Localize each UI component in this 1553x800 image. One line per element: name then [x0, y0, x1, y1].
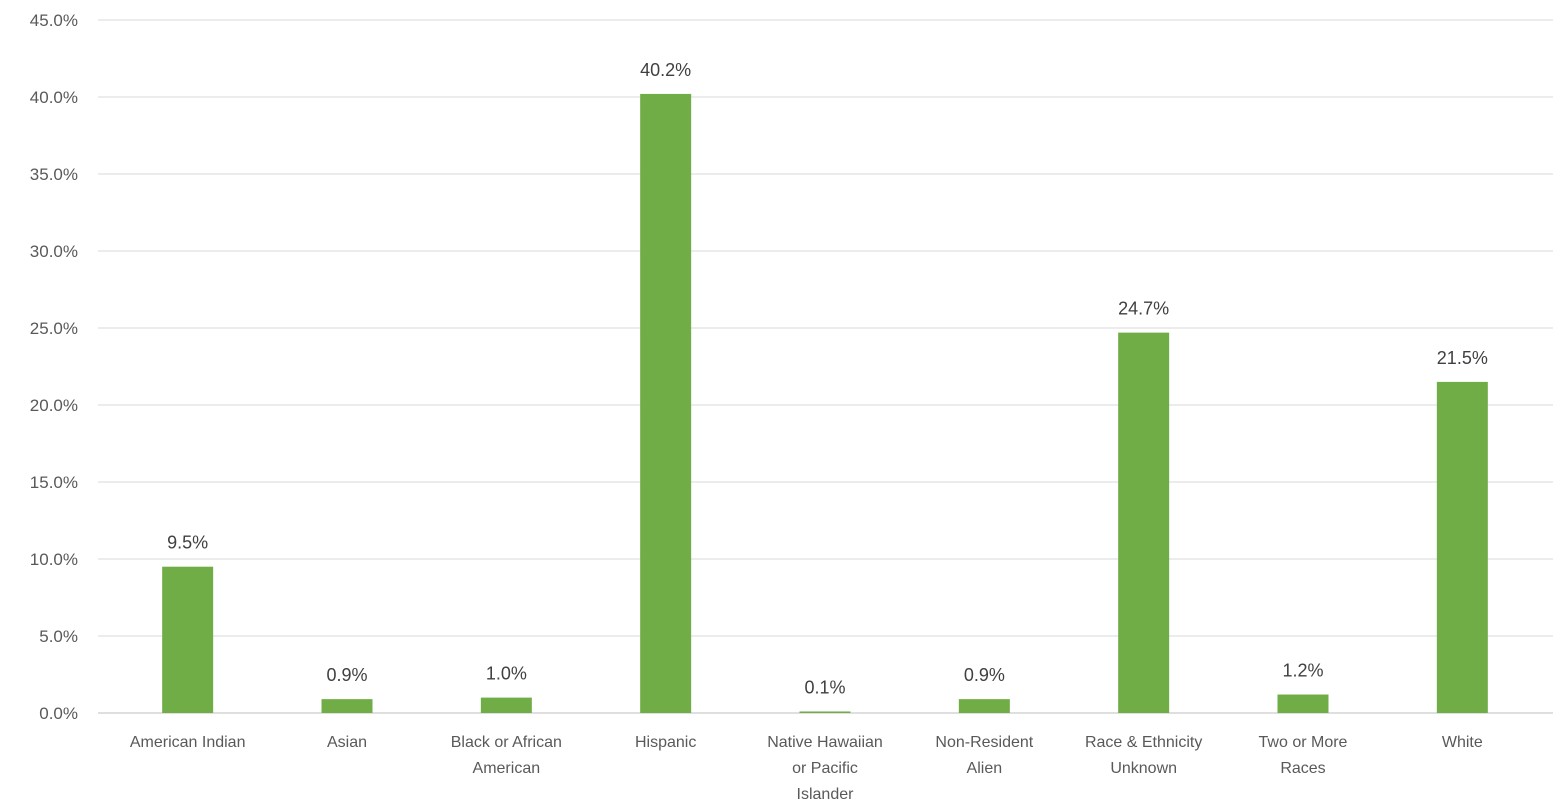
bar — [321, 699, 373, 713]
data-label: 1.2% — [1282, 661, 1323, 681]
bar — [480, 697, 532, 713]
x-tick-label: Non-Resident Alien — [935, 734, 1033, 777]
y-tick-label: 20.0% — [30, 396, 78, 415]
x-tick-label-line: or Pacific — [792, 760, 858, 777]
y-tick-label: 40.0% — [30, 88, 78, 107]
x-tick-label-line: Asian — [327, 734, 367, 751]
y-tick-label: 5.0% — [39, 627, 78, 646]
y-tick-label: 35.0% — [30, 165, 78, 184]
y-tick-label: 25.0% — [30, 319, 78, 338]
bar — [162, 566, 214, 713]
x-tick-label: Two or More Races — [1259, 734, 1348, 777]
data-label: 0.9% — [964, 665, 1005, 685]
x-tick-label-line: American Indian — [130, 734, 246, 751]
y-tick-label: 15.0% — [30, 473, 78, 492]
x-tick-label: Black or African American — [451, 734, 562, 777]
x-tick-label-line: Race & Ethnicity — [1085, 734, 1202, 751]
bar — [1118, 332, 1170, 713]
data-label: 9.5% — [167, 533, 208, 553]
x-tick-label-line: Native Hawaiian — [767, 734, 883, 751]
x-tick-label-line: Islander — [797, 786, 855, 800]
y-tick-label: 0.0% — [39, 704, 78, 723]
bar — [1277, 694, 1329, 713]
x-tick-label-line: Alien — [967, 760, 1003, 777]
y-tick-label: 30.0% — [30, 242, 78, 261]
bar — [958, 699, 1010, 713]
x-tick-label-line: Races — [1280, 760, 1325, 777]
x-tick-label: Native Hawaiian or Pacific Islander — [767, 734, 883, 800]
x-tick-label: White — [1442, 734, 1483, 751]
y-tick-label: 45.0% — [30, 11, 78, 30]
data-label: 0.9% — [326, 665, 367, 685]
x-tick-label-line: Non-Resident — [935, 734, 1033, 751]
y-tick-label: 10.0% — [30, 550, 78, 569]
x-tick-label-line: Black or African — [451, 734, 562, 751]
data-label: 1.0% — [486, 664, 527, 684]
bar — [1436, 381, 1488, 713]
x-tick-label-line: Hispanic — [635, 734, 696, 751]
x-tick-label: Asian — [327, 734, 367, 751]
bar — [799, 711, 851, 713]
x-tick-label-line: White — [1442, 734, 1483, 751]
x-tick-label-line: Two or More — [1259, 734, 1348, 751]
data-label: 24.7% — [1118, 299, 1169, 319]
x-tick-label-line: Unknown — [1110, 760, 1177, 777]
x-tick-label: Hispanic — [635, 734, 696, 751]
x-tick-label: Race & Ethnicity Unknown — [1085, 734, 1202, 777]
x-tick-label: American Indian — [130, 734, 246, 751]
x-tick-label-line: American — [473, 760, 541, 777]
data-label: 0.1% — [804, 677, 845, 697]
bar — [640, 93, 692, 714]
data-label: 40.2% — [640, 60, 691, 80]
data-label: 21.5% — [1437, 348, 1488, 368]
